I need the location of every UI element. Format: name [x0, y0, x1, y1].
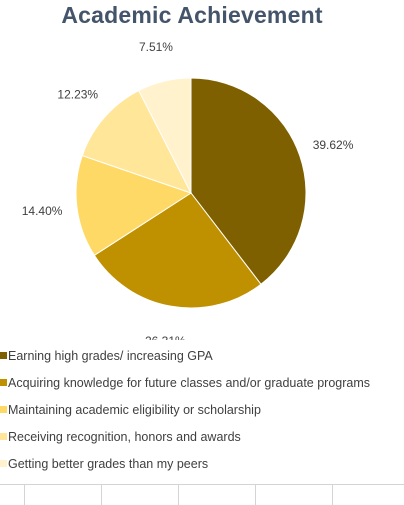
legend-item: Getting better grades than my peers — [0, 451, 404, 478]
slice-data-label: 12.23% — [57, 88, 98, 102]
slice-data-label: 14.40% — [22, 204, 63, 218]
slice-data-label: 7.51% — [139, 40, 173, 54]
legend-label: Getting better grades than my peers — [8, 457, 209, 471]
legend: Earning high grades/ increasing GPA Acqui… — [0, 343, 404, 478]
pie-chart: 39.62% 26.31% 14.40% 12.23% 7.51% — [22, 40, 354, 340]
legend-swatch — [0, 433, 7, 440]
legend-item: Earning high grades/ increasing GPA — [0, 343, 404, 370]
pie-slice — [81, 89, 193, 194]
slice-data-label: 39.62% — [313, 138, 354, 152]
pie-slice — [93, 192, 262, 309]
chart-title: Academic Achievement — [61, 2, 323, 28]
pie-slice — [75, 154, 193, 257]
legend-item: Maintaining academic eligibility or scho… — [0, 397, 404, 424]
legend-label: Receiving recognition, honors and awards — [8, 430, 241, 444]
legend-swatch — [0, 460, 7, 467]
legend-item: Acquiring knowledge for future classes a… — [0, 370, 404, 397]
legend-label: Earning high grades/ increasing GPA — [8, 349, 213, 363]
spreadsheet-gridlines — [0, 484, 404, 505]
legend-item: Receiving recognition, honors and awards — [0, 424, 404, 451]
legend-swatch — [0, 352, 7, 359]
legend-swatch — [0, 406, 7, 413]
legend-swatch — [0, 379, 7, 386]
pie-slice — [190, 77, 307, 285]
legend-label: Acquiring knowledge for future classes a… — [8, 376, 371, 390]
pie-slice — [138, 77, 192, 194]
slice-data-label: 26.31% — [145, 334, 186, 340]
legend-label: Maintaining academic eligibility or scho… — [8, 403, 261, 417]
